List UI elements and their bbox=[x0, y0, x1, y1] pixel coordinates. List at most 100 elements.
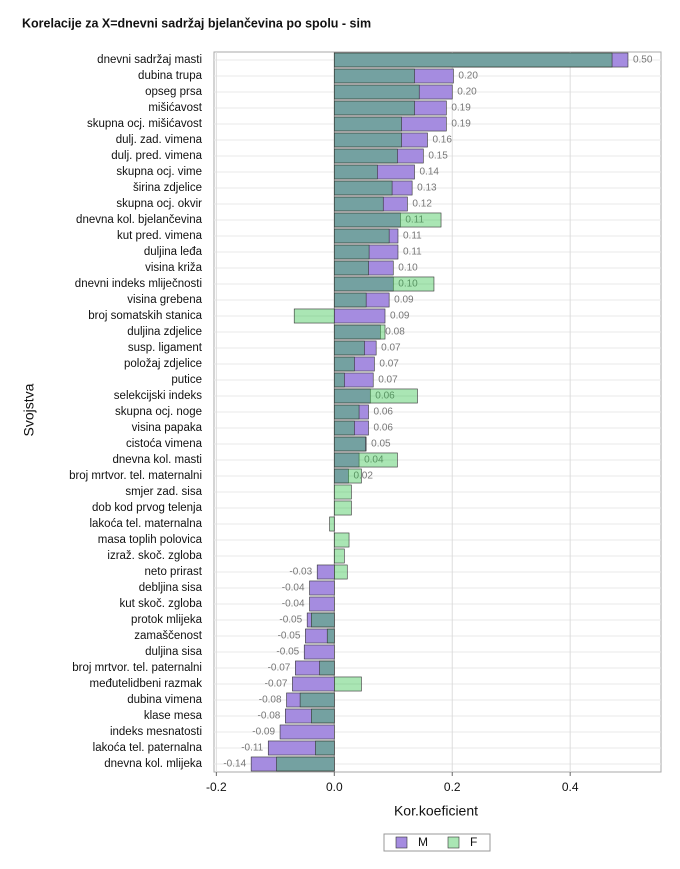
bar-f bbox=[326, 628, 335, 644]
y-tick-label: indeks mesnatosti bbox=[110, 726, 202, 738]
y-tick-label: smjer zad. sisa bbox=[125, 486, 202, 498]
bar-f bbox=[329, 516, 335, 532]
legend-swatch bbox=[395, 836, 408, 849]
y-tick-label: zamaščenost bbox=[134, 630, 203, 642]
value-label: -0.04 bbox=[282, 599, 305, 610]
y-tick-label: broj mrtvor. tel. maternalni bbox=[69, 470, 202, 482]
bar-f bbox=[311, 708, 335, 724]
bar-f bbox=[311, 612, 335, 628]
bar-f bbox=[334, 260, 369, 276]
bar-m bbox=[309, 596, 335, 612]
value-label: 0.12 bbox=[412, 199, 432, 210]
bar-m bbox=[303, 644, 335, 660]
y-tick-label: izraž. skoč. zgloba bbox=[107, 550, 202, 562]
bar-f bbox=[334, 500, 352, 516]
value-label: -0.07 bbox=[268, 663, 291, 674]
value-label: -0.08 bbox=[258, 711, 281, 722]
x-tick-label: 0.0 bbox=[326, 780, 343, 794]
legend-label: M bbox=[418, 835, 428, 849]
bar-f bbox=[334, 420, 355, 436]
bar-f bbox=[299, 692, 335, 708]
y-tick-label: skupna ocj. okvir bbox=[116, 198, 202, 210]
value-label: 0.06 bbox=[374, 407, 394, 418]
value-label: 0.19 bbox=[451, 103, 471, 114]
y-tick-label: dnevna kol. bjelančevina bbox=[76, 214, 203, 226]
value-label: 0.13 bbox=[417, 183, 437, 194]
value-label: 0.11 bbox=[403, 231, 422, 242]
value-label: 0.15 bbox=[428, 151, 448, 162]
y-tick-label: mišićavost bbox=[148, 102, 202, 114]
y-tick-label: dob kod prvog telenja bbox=[92, 502, 203, 514]
bar-f bbox=[334, 148, 398, 164]
x-tick-label: 0.4 bbox=[562, 780, 579, 794]
bar-f bbox=[334, 372, 345, 388]
bar-f bbox=[334, 564, 348, 580]
y-tick-label: kut skoč. zgloba bbox=[120, 598, 203, 610]
y-tick-label: dulj. pred. vimena bbox=[111, 150, 202, 162]
y-tick-label: cistoća vimena bbox=[126, 438, 203, 450]
value-label: 0.09 bbox=[394, 295, 414, 306]
value-label: -0.07 bbox=[265, 679, 288, 690]
y-tick-label: dubina vimena bbox=[127, 694, 202, 706]
bar-m bbox=[334, 308, 386, 324]
value-label: 0.20 bbox=[458, 71, 478, 82]
bar-m bbox=[279, 724, 335, 740]
value-label: 0.19 bbox=[451, 119, 471, 130]
legend-box bbox=[383, 833, 491, 852]
x-axis-label: Kor.koeficient bbox=[394, 803, 478, 819]
y-tick-label: lakoća tel. paternalna bbox=[93, 742, 203, 754]
value-label: -0.08 bbox=[259, 695, 282, 706]
value-label: 0.02 bbox=[353, 471, 373, 482]
bar-f bbox=[334, 100, 415, 116]
bar-f bbox=[334, 52, 613, 68]
y-tick-label: visina papaka bbox=[132, 422, 203, 434]
bar-f bbox=[334, 68, 415, 84]
y-tick-label: skupna ocj. vime bbox=[116, 166, 202, 178]
bar-f bbox=[334, 356, 355, 372]
bar-f bbox=[334, 212, 442, 228]
y-tick-label: klase mesa bbox=[144, 710, 203, 722]
value-label: -0.05 bbox=[279, 615, 302, 626]
bar-f bbox=[334, 452, 398, 468]
bar-f bbox=[334, 196, 384, 212]
value-label: 0.07 bbox=[378, 375, 398, 386]
y-tick-label: širina zdjelice bbox=[133, 182, 202, 194]
value-label: -0.05 bbox=[278, 631, 301, 642]
bar-f bbox=[334, 676, 362, 692]
value-label: 0.04 bbox=[364, 455, 384, 466]
value-label: 0.07 bbox=[381, 343, 401, 354]
bar-f bbox=[334, 532, 350, 548]
y-tick-label: opseg prsa bbox=[145, 86, 203, 98]
bar-f bbox=[334, 228, 390, 244]
value-label: -0.09 bbox=[252, 727, 275, 738]
bar-f bbox=[334, 388, 418, 404]
y-tick-label: skupna ocj. noge bbox=[115, 406, 202, 418]
bar-f bbox=[334, 484, 352, 500]
bar-f bbox=[334, 276, 435, 292]
y-tick-label: putice bbox=[171, 374, 202, 386]
value-label: 0.07 bbox=[379, 359, 399, 370]
y-tick-label: broj mrtvor. tel. paternalni bbox=[72, 662, 202, 674]
y-tick-label: duljina leđa bbox=[144, 246, 203, 258]
bar-f bbox=[334, 436, 366, 452]
bar-f bbox=[276, 756, 335, 772]
bar-f bbox=[319, 660, 335, 676]
value-label: -0.11 bbox=[241, 743, 263, 754]
y-tick-label: dnevna kol. masti bbox=[113, 454, 203, 466]
y-tick-label: visina grebena bbox=[127, 294, 202, 306]
value-label: 0.11 bbox=[405, 215, 424, 226]
chart-title: Korelacije za X=dnevni sadržaj bjelančev… bbox=[22, 16, 371, 30]
y-tick-label: lakoća tel. maternalna bbox=[89, 518, 202, 530]
value-label: -0.04 bbox=[282, 583, 305, 594]
bar-f bbox=[334, 180, 393, 196]
y-tick-label: duljina zdjelice bbox=[127, 326, 202, 338]
bar-f bbox=[334, 292, 367, 308]
bar-f bbox=[334, 244, 370, 260]
bar-f bbox=[334, 324, 386, 340]
value-label: 0.10 bbox=[398, 279, 418, 290]
y-tick-label: dulj. zad. vimena bbox=[116, 134, 203, 146]
value-label: 0.14 bbox=[420, 167, 440, 178]
y-tick-label: kut pred. vimena bbox=[117, 230, 203, 242]
value-label: -0.03 bbox=[289, 567, 312, 578]
